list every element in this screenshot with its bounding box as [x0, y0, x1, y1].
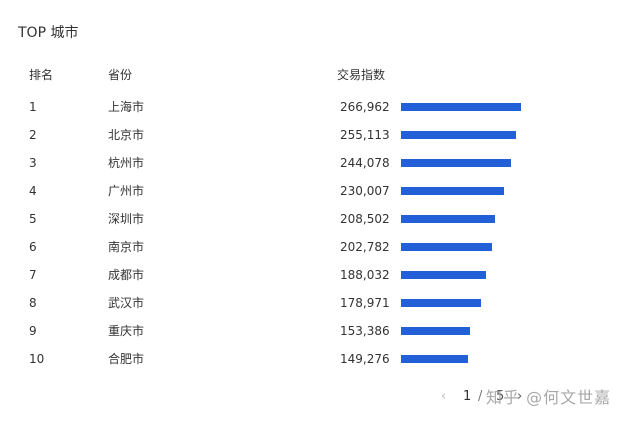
city-cell: 北京市 — [108, 128, 145, 142]
index-bar — [401, 355, 468, 363]
table-row: 7 成都市 188,032 — [0, 268, 634, 296]
rank-cell: 10 — [29, 352, 45, 366]
table-row: 3 杭州市 244,078 — [0, 156, 634, 184]
city-cell: 上海市 — [108, 100, 145, 114]
table-row: 10 合肥市 149,276 — [0, 352, 634, 380]
rank-cell: 5 — [29, 212, 37, 226]
current-page: 1 — [463, 389, 472, 404]
index-bar — [401, 243, 492, 251]
header-rank: 排名 — [29, 68, 54, 82]
index-value-cell: 266,962 — [340, 100, 390, 114]
page-title: TOP 城市 — [18, 25, 79, 41]
rank-cell: 2 — [29, 128, 37, 142]
rank-cell: 3 — [29, 156, 37, 170]
city-cell: 武汉市 — [108, 296, 145, 310]
index-value-cell: 149,276 — [340, 352, 390, 366]
header-province: 省份 — [108, 68, 133, 82]
city-cell: 广州市 — [108, 184, 145, 198]
city-cell: 合肥市 — [108, 352, 145, 366]
rank-cell: 4 — [29, 184, 37, 198]
city-cell: 南京市 — [108, 240, 145, 254]
index-value-cell: 244,078 — [340, 156, 390, 170]
table-row: 5 深圳市 208,502 — [0, 212, 634, 240]
index-value-cell: 208,502 — [340, 212, 390, 226]
city-cell: 杭州市 — [108, 156, 145, 170]
table-row: 8 武汉市 178,971 — [0, 296, 634, 324]
table-row: 4 广州市 230,007 — [0, 184, 634, 212]
rank-cell: 9 — [29, 324, 37, 338]
index-bar — [401, 327, 470, 335]
prev-page-button[interactable]: ‹ — [441, 389, 447, 404]
index-value-cell: 188,032 — [340, 268, 390, 282]
city-cell: 成都市 — [108, 268, 145, 282]
index-bar — [401, 299, 481, 307]
city-cell: 深圳市 — [108, 212, 145, 226]
index-value-cell: 255,113 — [340, 128, 390, 142]
rank-cell: 1 — [29, 100, 37, 114]
index-bar — [401, 187, 504, 195]
page-separator: / — [478, 389, 483, 404]
index-value-cell: 202,782 — [340, 240, 390, 254]
index-value-cell: 153,386 — [340, 324, 390, 338]
rank-cell: 7 — [29, 268, 37, 282]
index-value-cell: 230,007 — [340, 184, 390, 198]
watermark: 知乎 @何文世嘉 — [486, 388, 612, 407]
index-bar — [401, 159, 511, 167]
table-row: 1 上海市 266,962 — [0, 100, 634, 128]
table-row: 2 北京市 255,113 — [0, 128, 634, 156]
index-bar — [401, 103, 521, 111]
table-row: 9 重庆市 153,386 — [0, 324, 634, 352]
rank-cell: 6 — [29, 240, 37, 254]
index-bar — [401, 271, 486, 279]
index-bar — [401, 215, 495, 223]
header-trade-index: 交易指数 — [337, 68, 386, 82]
total-pages: 5 — [496, 389, 505, 404]
next-page-button[interactable]: › — [517, 389, 523, 404]
table-row: 6 南京市 202,782 — [0, 240, 634, 268]
rank-cell: 8 — [29, 296, 37, 310]
index-bar — [401, 131, 516, 139]
city-cell: 重庆市 — [108, 324, 145, 338]
index-value-cell: 178,971 — [340, 296, 390, 310]
